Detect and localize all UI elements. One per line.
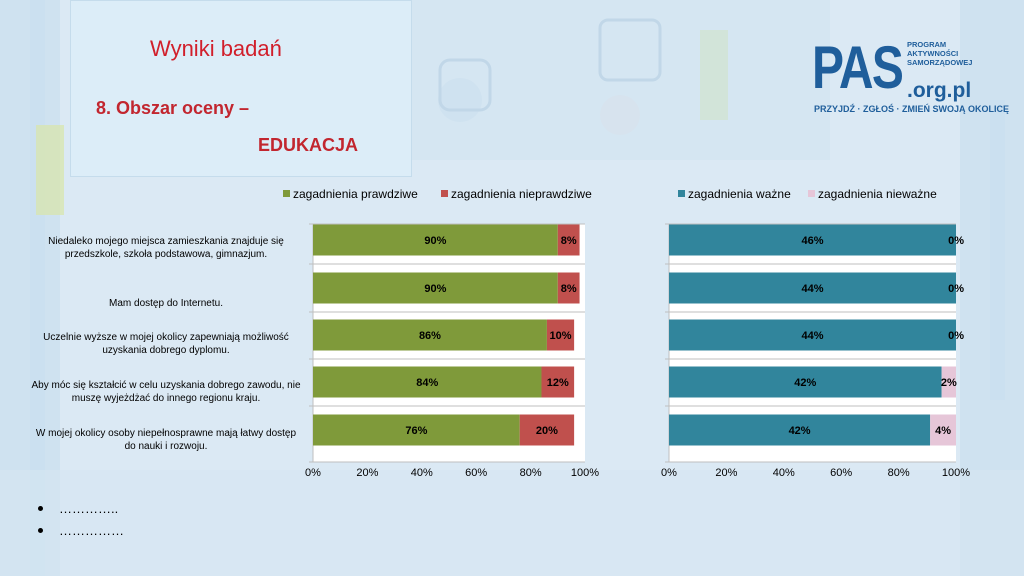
bar-segment <box>546 319 575 351</box>
tick-label: 0% <box>661 467 677 479</box>
tick-label: 0% <box>305 467 321 479</box>
logo-program-text: PROGRAM AKTYWNOŚCI SAMORZĄDOWEJ <box>907 40 973 67</box>
bar-segment <box>941 366 956 398</box>
tick-label: 80% <box>520 467 542 479</box>
data-label: 46% <box>801 235 823 247</box>
legend-swatch <box>678 190 685 197</box>
legend-label: zagadnienia nieprawdziwe <box>451 187 592 201</box>
tick-label: 40% <box>773 467 795 479</box>
data-label: 42% <box>789 425 811 437</box>
legend-swatch <box>283 190 290 197</box>
tick-label: 60% <box>830 467 852 479</box>
data-label: 90% <box>424 235 446 247</box>
legend-label: zagadnienia nieważne <box>818 187 937 201</box>
legend-swatch <box>808 190 815 197</box>
list-item: ………….. <box>38 497 124 519</box>
page-title: Wyniki badań <box>150 36 282 61</box>
page-subtitle-area: EDUKACJA <box>258 135 359 155</box>
bar-segment <box>313 366 542 398</box>
tick-label: 20% <box>715 467 737 479</box>
tick-label: 100% <box>571 467 599 479</box>
legend-swatch <box>441 190 448 197</box>
tick-label: 100% <box>942 467 970 479</box>
bar-segment <box>519 414 575 446</box>
data-label: 84% <box>416 377 438 389</box>
tick-label: 80% <box>888 467 910 479</box>
bar-segment <box>557 224 580 256</box>
row-label: Niedaleko mojego miejsca zamieszkania zn… <box>48 236 284 260</box>
bar-segment <box>313 272 558 304</box>
bar-segment <box>313 224 558 256</box>
data-label: 8% <box>561 283 577 295</box>
data-label: 2% <box>941 377 957 389</box>
tick-label: 60% <box>465 467 487 479</box>
bar-segment <box>669 224 956 256</box>
data-label: 90% <box>424 283 446 295</box>
data-label: 76% <box>405 425 427 437</box>
data-label: 0% <box>948 235 964 247</box>
bar-segment <box>930 414 956 446</box>
row-label: Mam dostęp do Internetu. <box>109 298 223 309</box>
logo-domain: .org.pl <box>907 79 972 102</box>
data-label: 4% <box>935 425 951 437</box>
bar-segment <box>557 272 580 304</box>
bar-segment <box>313 319 547 351</box>
bar-segment <box>669 366 942 398</box>
bar-segment <box>669 414 931 446</box>
bar-segment <box>541 366 575 398</box>
row-label: Uczelnie wyższe w mojej okolicy zapewnia… <box>43 332 289 356</box>
row-label: W mojej okolicy osoby niepełnosprawne ma… <box>35 428 297 452</box>
tick-label: 20% <box>356 467 378 479</box>
pas-logo: PAS PROGRAM AKTYWNOŚCI SAMORZĄDOWEJ .org… <box>812 34 1009 122</box>
list-item: …………… <box>38 519 124 541</box>
data-label: 42% <box>794 377 816 389</box>
data-label: 0% <box>948 330 964 342</box>
data-label: 86% <box>419 330 441 342</box>
row-label: Aby móc się kształcić w celu uzyskania d… <box>31 380 301 404</box>
data-label: 44% <box>801 330 823 342</box>
data-label: 8% <box>561 235 577 247</box>
logo-tagline: PRZYJDŹ · ZGŁOŚ · ZMIEŃ SWOJĄ OKOLICĘ <box>814 104 1010 114</box>
bar-segment <box>313 414 520 446</box>
legend-label: zagadnienia ważne <box>688 187 791 201</box>
logo-pas-text: PAS <box>812 34 904 101</box>
data-label: 12% <box>547 377 569 389</box>
legend-label: zagadnienia prawdziwe <box>293 187 418 201</box>
data-label: 20% <box>536 425 558 437</box>
data-label: 0% <box>948 283 964 295</box>
bar-segment <box>669 272 956 304</box>
data-label: 44% <box>801 283 823 295</box>
title-card <box>70 0 412 177</box>
data-label: 10% <box>550 330 572 342</box>
page-subtitle: 8. Obszar oceny – <box>96 98 250 118</box>
bullet-list: ………….. …………… <box>38 497 124 541</box>
bar-segment <box>669 319 956 351</box>
tick-label: 40% <box>411 467 433 479</box>
